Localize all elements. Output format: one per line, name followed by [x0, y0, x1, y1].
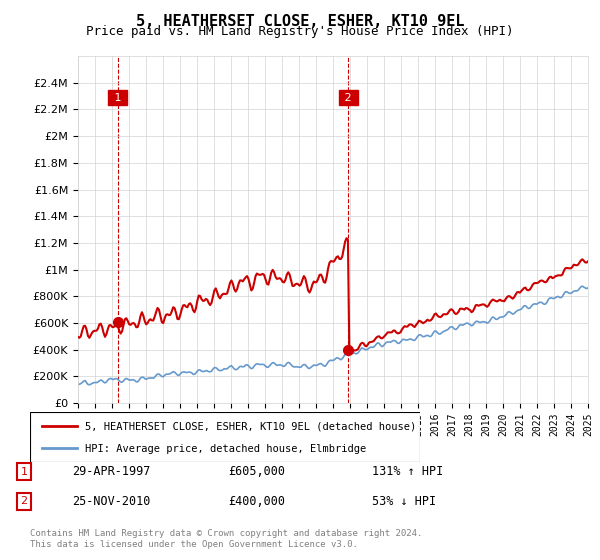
Text: 131% ↑ HPI: 131% ↑ HPI [372, 465, 443, 478]
Text: 53% ↓ HPI: 53% ↓ HPI [372, 494, 436, 508]
Text: HPI: Average price, detached house, Elmbridge: HPI: Average price, detached house, Elmb… [85, 444, 366, 454]
Text: £400,000: £400,000 [228, 494, 285, 508]
FancyBboxPatch shape [30, 412, 420, 462]
Text: Contains HM Land Registry data © Crown copyright and database right 2024.
This d: Contains HM Land Registry data © Crown c… [30, 529, 422, 549]
Text: 2: 2 [20, 496, 28, 506]
Text: 5, HEATHERSET CLOSE, ESHER, KT10 9EL (detached house): 5, HEATHERSET CLOSE, ESHER, KT10 9EL (de… [85, 422, 416, 432]
Text: 29-APR-1997: 29-APR-1997 [72, 465, 151, 478]
Text: 1: 1 [110, 92, 125, 102]
Text: Price paid vs. HM Land Registry's House Price Index (HPI): Price paid vs. HM Land Registry's House … [86, 25, 514, 38]
Text: 2: 2 [341, 92, 355, 102]
Text: £605,000: £605,000 [228, 465, 285, 478]
Text: 25-NOV-2010: 25-NOV-2010 [72, 494, 151, 508]
Text: 5, HEATHERSET CLOSE, ESHER, KT10 9EL: 5, HEATHERSET CLOSE, ESHER, KT10 9EL [136, 14, 464, 29]
Text: 1: 1 [20, 466, 28, 477]
